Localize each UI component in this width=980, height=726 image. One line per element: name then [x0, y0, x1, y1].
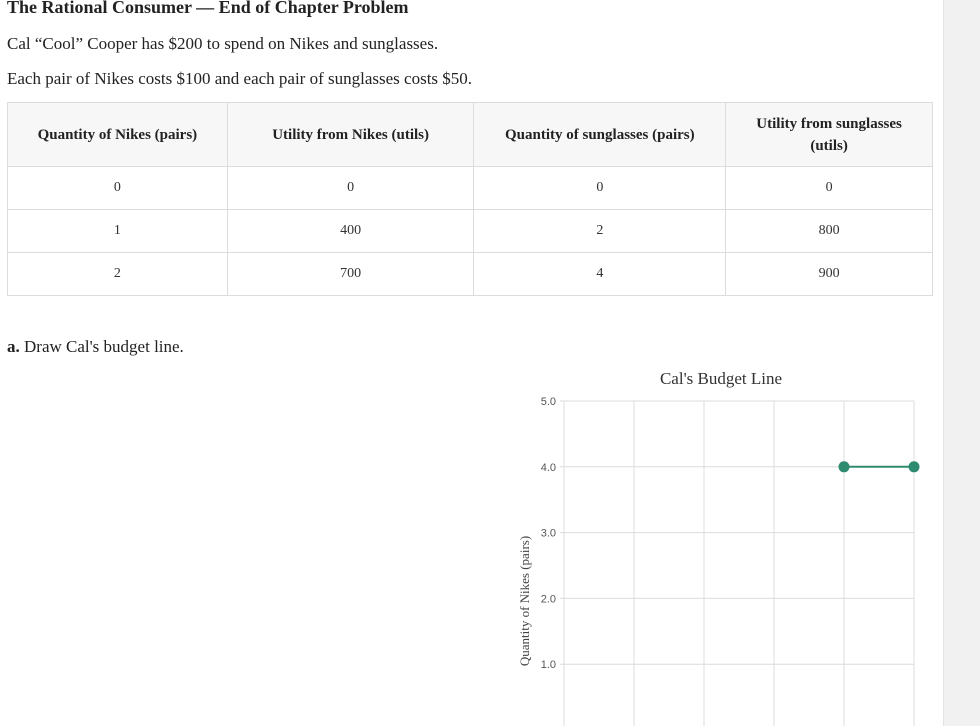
y-tick-label: 5.0: [541, 396, 556, 408]
data-point[interactable]: [908, 461, 920, 473]
table-row: 1 400 2 800: [7, 209, 933, 253]
header-quantity-sunglasses: Quantity of sunglasses (pairs): [473, 102, 727, 167]
chart-series[interactable]: [838, 461, 920, 473]
table-cell: 1: [7, 209, 228, 253]
table-cell: 0: [7, 166, 228, 210]
utility-table: Quantity of Nikes (pairs) Utility from N…: [7, 102, 933, 296]
table-row: 2 700 4 900: [7, 252, 933, 296]
chart-canvas[interactable]: Cal's Budget Line Quantity of Nikes (pai…: [505, 365, 935, 726]
y-tick-label: 4.0: [541, 462, 556, 474]
table-row: 0 0 0 0: [7, 166, 933, 210]
table-cell: 0: [725, 166, 933, 210]
header-quantity-nikes: Quantity of Nikes (pairs): [7, 102, 228, 167]
page-title: The Rational Consumer — End of Chapter P…: [7, 0, 409, 17]
y-tick-label: 1.0: [541, 659, 556, 671]
y-tick-label: 3.0: [541, 528, 556, 540]
y-axis-label: Quantity of Nikes (pairs): [517, 536, 532, 666]
chart-grid: [560, 400, 915, 726]
table-cell: 0: [226, 166, 475, 210]
table-cell: 2: [473, 209, 727, 253]
budget-line-chart[interactable]: Cal's Budget Line Quantity of Nikes (pai…: [505, 365, 935, 726]
question-a-label: a.: [7, 337, 20, 356]
y-tick-label: 2.0: [541, 593, 556, 605]
table-cell: 0: [473, 166, 727, 210]
chart-title: Cal's Budget Line: [660, 369, 782, 388]
y-axis-ticks: 5.0 4.0 3.0 2.0 1.0: [541, 396, 556, 671]
table-cell: 900: [725, 252, 933, 296]
header-utility-nikes: Utility from Nikes (utils): [226, 102, 475, 167]
table-cell: 800: [725, 209, 933, 253]
intro-paragraph-prices: Each pair of Nikes costs $100 and each p…: [7, 69, 473, 88]
question-a-text: Draw Cal's budget line.: [24, 337, 184, 356]
question-a: a. Draw Cal's budget line.: [7, 337, 184, 357]
header-utility-sunglasses: Utility from sunglasses (utils): [725, 102, 933, 167]
vertical-scrollbar[interactable]: [943, 0, 980, 726]
table-header-row: Quantity of Nikes (pairs) Utility from N…: [7, 102, 933, 167]
table-cell: 2: [7, 252, 228, 296]
table-cell: 4: [473, 252, 727, 296]
intro-paragraph-budget: Cal “Cool” Cooper has $200 to spend on N…: [7, 34, 439, 53]
data-point[interactable]: [838, 461, 850, 473]
table-cell: 400: [226, 209, 475, 253]
table-cell: 700: [226, 252, 475, 296]
